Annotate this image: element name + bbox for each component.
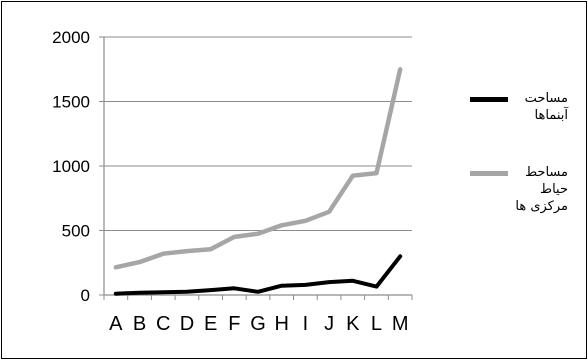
- x-tick-label-A: A: [109, 313, 123, 335]
- x-tick-label-D: D: [180, 313, 194, 335]
- y-tick-label-1500: 1500: [52, 93, 90, 112]
- y-tick-label-2000: 2000: [52, 28, 90, 47]
- x-tick-label-M: M: [392, 313, 409, 335]
- x-tick-label-I: I: [303, 313, 309, 335]
- x-tick-label-H: H: [274, 313, 288, 335]
- legend-entry-series-2: مساحط حیاط مرکزی ها: [470, 164, 580, 215]
- y-tick-label-500: 500: [62, 222, 90, 241]
- y-tick-label-0: 0: [81, 286, 90, 305]
- series-line-1: [113, 254, 403, 296]
- legend: مساحت آبنماها مساحط حیاط مرکزی ها: [470, 90, 580, 215]
- legend-entry-series-1: مساحت آبنماها: [470, 90, 580, 124]
- series-lines: [113, 67, 403, 296]
- x-tick-label-C: C: [156, 313, 170, 335]
- x-tick-label-F: F: [228, 313, 240, 335]
- legend-label-series-2: مساحط حیاط مرکزی ها: [515, 165, 568, 214]
- x-tick-label-J: J: [324, 313, 334, 335]
- gridlines: [104, 36, 412, 231]
- x-tick-label-L: L: [371, 313, 382, 335]
- x-tick-label-K: K: [346, 313, 360, 335]
- x-tick-label-B: B: [133, 313, 146, 335]
- y-axis-tick-labels: 0 500 1000 1500 2000: [52, 28, 90, 305]
- axes: [99, 36, 413, 300]
- y-tick-label-1000: 1000: [52, 157, 90, 176]
- legend-swatch-series-2: [470, 171, 508, 176]
- x-tick-label-G: G: [250, 313, 266, 335]
- x-tick-label-E: E: [204, 313, 217, 335]
- legend-swatch-series-1: [470, 97, 508, 102]
- legend-label-series-1: مساحت آبنماها: [524, 91, 568, 123]
- series-line-2: [113, 67, 403, 270]
